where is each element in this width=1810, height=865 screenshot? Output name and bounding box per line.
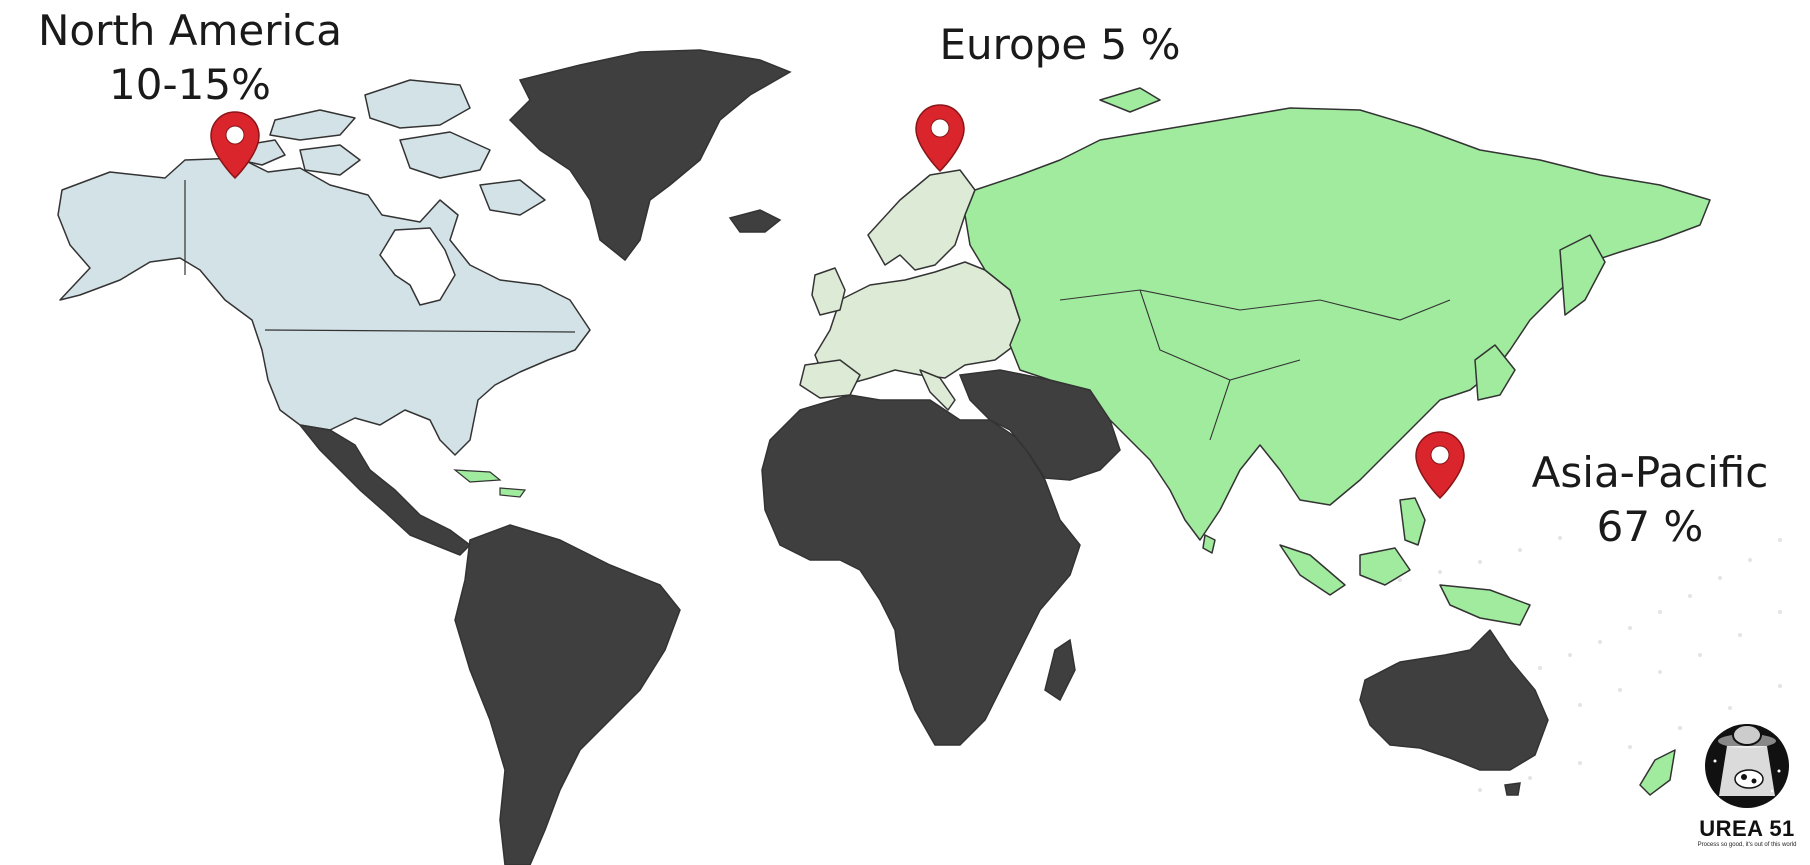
australia — [1359, 629, 1549, 771]
madagascar — [1044, 638, 1076, 702]
arctic-island-2 — [364, 79, 471, 129]
hudson-bay-east-shore — [379, 227, 456, 306]
iberia — [799, 359, 861, 399]
europe-text: Europe 5 % — [939, 20, 1181, 69]
arctic-island-6 — [479, 179, 546, 216]
british-isles — [811, 267, 846, 316]
south-america — [454, 524, 681, 865]
arctic-island-3 — [399, 131, 491, 179]
arctic-islands-asia — [1099, 87, 1161, 113]
map-pin-icon — [1415, 431, 1465, 500]
africa — [761, 394, 1081, 746]
logo-tagline: Process so good, it's out of this world — [1697, 842, 1797, 848]
asia-pacific-region — [964, 87, 1711, 796]
central-asia-borders — [1059, 289, 1451, 441]
greenland — [508, 49, 792, 262]
indonesia-1 — [1279, 544, 1346, 596]
north-america-name: North America — [37, 6, 343, 55]
sri-lanka — [1202, 534, 1216, 554]
iceland — [728, 209, 782, 233]
latin-america-region — [299, 424, 681, 865]
europe-label: Europe 5 % — [880, 18, 1240, 72]
new-zealand — [1639, 749, 1676, 796]
asia-pacific-pin — [1415, 431, 1465, 500]
asia-mainland — [964, 107, 1711, 541]
asia-pacific-share: 67 % — [1596, 502, 1704, 551]
ufo-cow-logo — [1705, 724, 1789, 808]
north-america-label: North America 10-15% — [30, 4, 350, 112]
asia-pacific-name: Asia-Pacific — [1531, 448, 1769, 497]
caribbean-islands — [453, 469, 527, 498]
asia-pacific-label: Asia-Pacific 67 % — [1510, 446, 1790, 554]
philippines — [1399, 497, 1426, 546]
map-pin-icon — [915, 104, 965, 173]
north-america-mainland — [57, 157, 591, 456]
arctic-island-4 — [299, 144, 361, 176]
arctic-island-1 — [269, 109, 356, 141]
logo-brand: UREA 51 — [1699, 816, 1795, 841]
north-america-share: 10-15% — [109, 60, 271, 109]
north-america-pin — [210, 111, 260, 180]
japan — [1474, 344, 1516, 401]
europe-pin — [915, 104, 965, 173]
indonesia-2 — [1359, 547, 1411, 586]
kamchatka — [1559, 234, 1606, 316]
north-america-region — [57, 79, 591, 456]
new-guinea — [1439, 584, 1531, 626]
map-pin-icon — [210, 111, 260, 180]
central-america — [299, 424, 471, 556]
urea51-logo: UREA 51 Process so good, it's out of thi… — [1692, 711, 1802, 861]
tasmania — [1504, 782, 1521, 796]
scandinavia — [867, 169, 976, 271]
italy — [919, 369, 956, 411]
europe-region — [799, 169, 1021, 411]
